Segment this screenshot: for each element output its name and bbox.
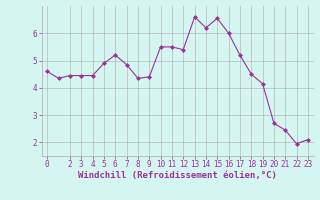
X-axis label: Windchill (Refroidissement éolien,°C): Windchill (Refroidissement éolien,°C) bbox=[78, 171, 277, 180]
